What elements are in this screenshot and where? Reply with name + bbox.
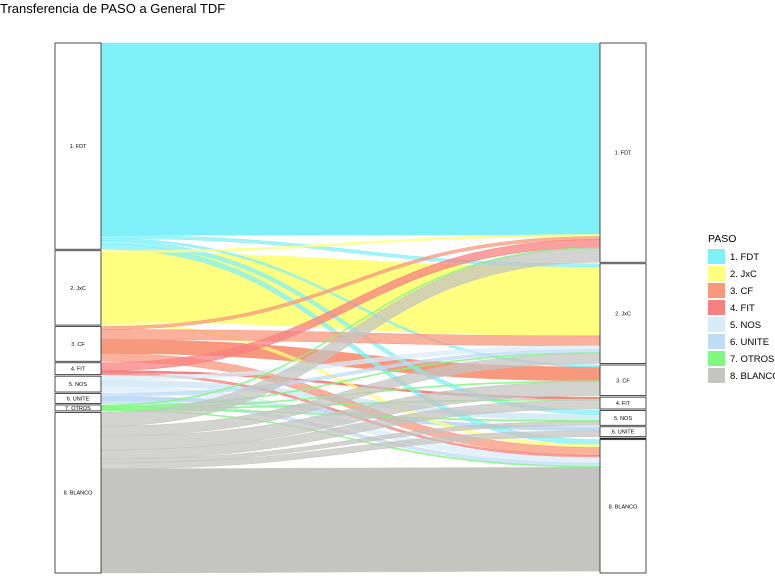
left-node-label-8-blanco: 8. BLANCO: [64, 491, 93, 497]
legend: PASO 1. FDT 2. JxC 3. CF 4. FIT 5. NOS 6. UNIT…: [708, 233, 775, 383]
left-node-label-4-fit: 4. FIT: [71, 367, 86, 373]
left-node-1-fdt: [54, 42, 102, 250]
right-node-label-1-fdt: 1. FDT: [615, 151, 632, 157]
left-node-label-5-nos: 5. NOS: [69, 382, 87, 388]
flow-8-blanco-to-8-blanco: [100, 467, 601, 574]
left-node-label-6-unite: 6. UNITE: [67, 396, 90, 402]
legend-label-5-nos: 5. NOS: [730, 320, 761, 331]
left-node-label-7-otros: 7. OTROS: [65, 406, 91, 412]
left-node-label-3-cf: 3. CF: [71, 342, 85, 348]
left-node-3-cf: [54, 326, 102, 362]
right-node-8-blanco: [599, 439, 647, 574]
right-node-label-5-nos: 5. NOS: [614, 416, 632, 422]
right-node-label-6-unite: 6. UNITE: [612, 430, 635, 436]
legend-swatch-3-cf: [708, 283, 725, 298]
legend-swatch-2-jxc: [708, 266, 725, 281]
right-node-label-3-cf: 3. CF: [616, 378, 630, 384]
legend-label-6-unite: 6. UNITE: [730, 337, 769, 348]
chart-title: Transferencia de PASO a General TDF: [0, 1, 226, 16]
right-node-label-8-blanco: 8. BLANCO: [609, 504, 638, 510]
left-node-7-otros: [54, 404, 102, 412]
left-node-4-fit: [54, 362, 102, 376]
nodes-layer: 1. FDT 2. JxC 3. CF 4. FIT 5. NOS 6. UNITE 7. …: [54, 42, 647, 574]
left-node-5-nos: [54, 375, 102, 393]
right-node-5-nos: [599, 410, 647, 426]
legend-label-3-cf: 3. CF: [730, 286, 753, 297]
right-node-2-jxc: [599, 263, 647, 364]
flows-layer: [100, 42, 601, 574]
legend-label-4-fit: 4. FIT: [730, 303, 755, 314]
left-node-2-jxc: [54, 250, 102, 326]
legend-label-2-jxc: 2. JxC: [730, 269, 757, 280]
legend-label-1-fdt: 1. FDT: [730, 252, 759, 263]
right-node-3-cf: [599, 364, 647, 397]
right-node-1-fdt: [599, 42, 647, 263]
legend-swatch-4-fit: [708, 300, 725, 315]
right-node-6-unite: [599, 426, 647, 438]
left-node-6-unite: [54, 393, 102, 404]
left-node-label-2-jxc: 2. JxC: [70, 286, 86, 292]
legend-swatch-6-unite: [708, 334, 725, 349]
legend-title: PASO: [708, 233, 736, 245]
legend-label-7-otros: 7. OTROS: [730, 354, 774, 365]
right-node-4-fit: [599, 396, 647, 410]
right-node-label-4-fit: 4. FIT: [616, 401, 631, 407]
legend-swatch-8-blanco: [708, 368, 725, 383]
left-node-label-1-fdt: 1. FDT: [70, 144, 87, 150]
legend-swatch-5-nos: [708, 317, 725, 332]
left-node-8-blanco: [54, 411, 102, 574]
legend-swatch-1-fdt: [708, 249, 725, 264]
right-node-7-otros: [599, 437, 647, 440]
right-node-label-2-jxc: 2. JxC: [615, 312, 631, 318]
legend-swatch-7-otros: [708, 351, 725, 366]
flow-1-fdt-to-1-fdt: [100, 42, 601, 236]
legend-label-8-blanco: 8. BLANCO: [730, 371, 775, 382]
